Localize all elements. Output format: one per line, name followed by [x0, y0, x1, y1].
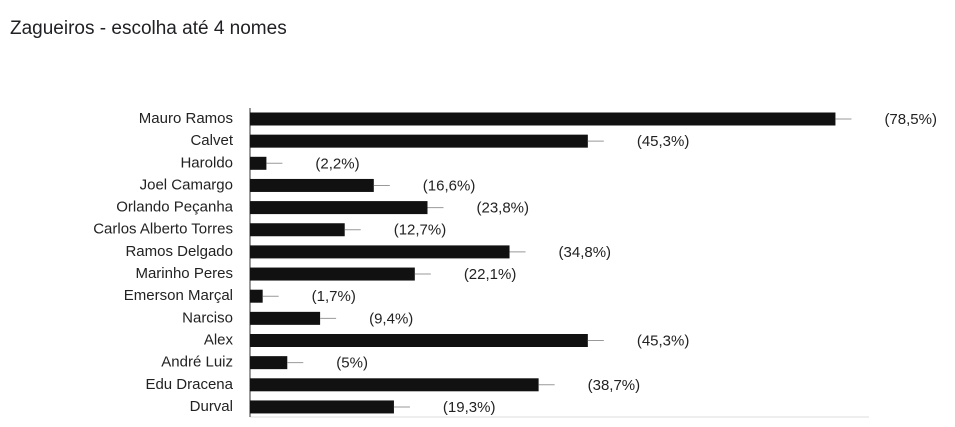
- data-label: (22,1%): [464, 266, 517, 283]
- data-label: (34,8%): [559, 244, 612, 261]
- data-label: (2,2%): [315, 155, 359, 172]
- data-label: (45,3%): [637, 332, 690, 349]
- y-tick-label: André Luiz: [161, 354, 233, 371]
- y-tick-label: Marinho Peres: [135, 265, 233, 282]
- y-tick-label: Mauro Ramos: [139, 110, 233, 127]
- bar: [250, 178, 374, 192]
- bar: [250, 223, 345, 237]
- bar: [250, 112, 836, 126]
- y-tick-label: Joel Camargo: [140, 176, 233, 193]
- bar: [250, 134, 588, 148]
- bar: [250, 378, 539, 392]
- bar: [250, 356, 288, 370]
- bar: [250, 245, 510, 259]
- bar: [250, 334, 588, 347]
- bar: [250, 267, 415, 281]
- y-tick-label: Durval: [190, 398, 233, 415]
- chart-title: Zagueiros - escolha até 4 nomes: [10, 18, 287, 39]
- y-tick-label: Haroldo: [180, 154, 233, 171]
- data-label: (5%): [336, 355, 368, 372]
- y-tick-label: Calvet: [190, 132, 233, 149]
- y-tick-label: Ramos Delgado: [125, 243, 233, 260]
- bar: [250, 289, 263, 303]
- y-tick-label: Carlos Alberto Torres: [93, 221, 233, 238]
- y-tick-label: Emerson Marçal: [124, 287, 233, 304]
- y-tick-label: Narciso: [182, 309, 233, 326]
- data-label: (1,7%): [312, 288, 356, 305]
- y-tick-label: Edu Dracena: [145, 376, 233, 393]
- bar: [250, 201, 428, 215]
- data-label: (38,7%): [588, 377, 641, 394]
- y-tick-label: Alex: [204, 331, 234, 348]
- data-label: (19,3%): [443, 399, 496, 416]
- y-tick-label: Orlando Peçanha: [116, 199, 233, 216]
- data-label: (16,6%): [423, 177, 476, 194]
- bar: [250, 156, 267, 170]
- data-label: (23,8%): [476, 200, 529, 217]
- data-label: (12,7%): [394, 222, 447, 239]
- bar: [250, 311, 321, 325]
- data-label: (78,5%): [884, 111, 937, 128]
- data-label: (9,4%): [369, 310, 413, 327]
- bar: [250, 400, 394, 414]
- data-label: (45,3%): [637, 133, 690, 150]
